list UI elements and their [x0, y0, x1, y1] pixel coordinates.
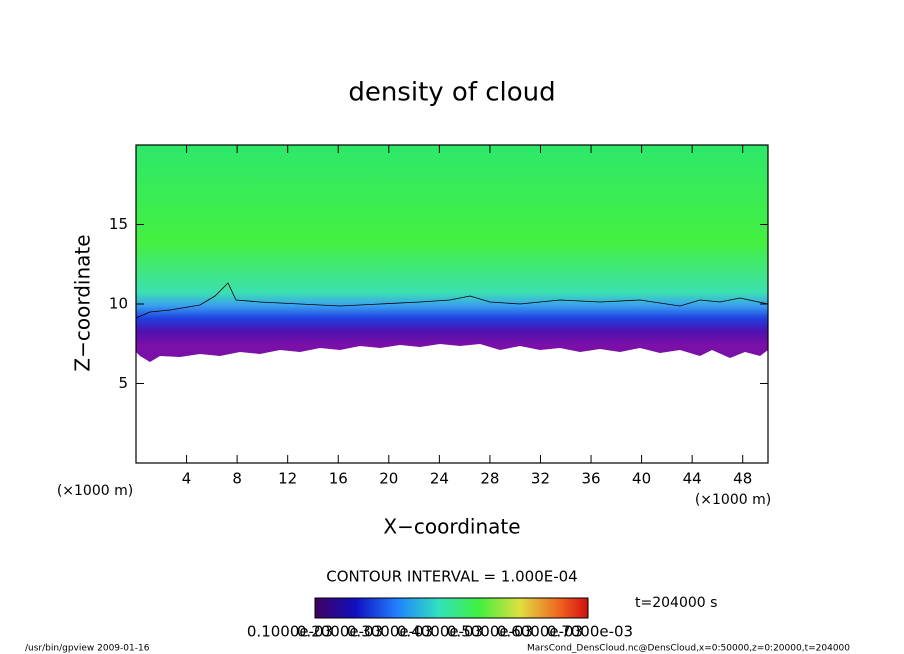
x-tick-label: 12 — [278, 470, 297, 488]
y-tick-label: 10 — [109, 295, 128, 313]
x-tick-label: 36 — [581, 470, 600, 488]
colorbar-label: 0.2000e-03 — [297, 623, 383, 641]
chart-title: density of cloud — [348, 78, 555, 108]
y-tick-label: 5 — [118, 374, 128, 392]
x-tick-label: 24 — [430, 470, 449, 488]
x-tick-label: 44 — [683, 470, 702, 488]
x-tick-label: 32 — [531, 470, 550, 488]
colorbar-label: 0.3000e-03 — [347, 623, 433, 641]
field — [135, 145, 769, 362]
x-tick-label: 16 — [329, 470, 348, 488]
x-axis-label: X−coordinate — [383, 515, 520, 539]
colorbar-label: 0.1000e-03 — [247, 623, 333, 641]
cloud-field — [136, 145, 768, 362]
x-unit: (×1000 m) — [695, 492, 771, 508]
colorbar — [314, 597, 589, 619]
contour-line — [135, 282, 769, 319]
x-tick-label: 28 — [480, 470, 499, 488]
colorbar-label: 0.7000e-03 — [547, 623, 633, 641]
axes: 4 8 12 16 20 24 28 32 36 40 44 48510150.1000e-030.2… — [109, 145, 768, 641]
colorbar-label: 0.6000e-03 — [497, 623, 583, 641]
colorbar-label: 0.5000e-03 — [447, 623, 533, 641]
time-label: t=204000 s — [635, 595, 717, 611]
colorbar-label: 0.4000e-03 — [397, 623, 483, 641]
x-tick-label: 8 — [232, 470, 242, 488]
x-tick-label: 20 — [379, 470, 398, 488]
x-tick-label: 40 — [632, 470, 651, 488]
x-tick-label: 48 — [733, 470, 752, 488]
y-tick-label: 15 — [109, 215, 128, 233]
footer-right: MarsCond_DensCloud.nc@DensCloud,x=0:5000… — [527, 644, 850, 654]
footer-left: /usr/bin/gpview 2009-01-16 — [25, 644, 150, 654]
x-tick-label: 4 — [182, 470, 192, 488]
y-axis-label: Z−coordinate — [71, 234, 95, 371]
y-unit: (×1000 m) — [57, 483, 133, 499]
contour-interval: CONTOUR INTERVAL = 1.000E-04 — [326, 568, 577, 586]
